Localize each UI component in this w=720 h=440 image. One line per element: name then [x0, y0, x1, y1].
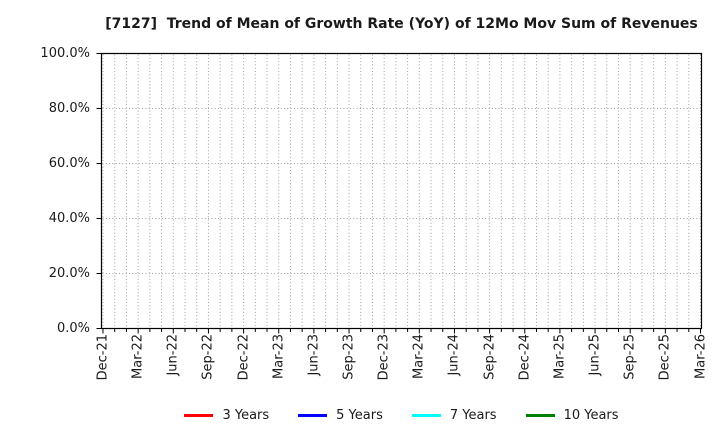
- legend-label: 10 Years: [563, 408, 619, 423]
- x-tick-label: Mar-24: [411, 334, 427, 379]
- y-tick-label: 60.0%: [48, 155, 90, 171]
- x-tick-label: Jun-25: [587, 334, 603, 376]
- legend-item: 3 Years: [184, 408, 269, 423]
- x-tick-label: Dec-25: [657, 334, 673, 381]
- x-tick-label: Mar-25: [552, 334, 568, 379]
- x-tick-label: Jun-24: [446, 334, 462, 376]
- legend-line-swatch: [411, 414, 441, 417]
- y-tick-label: 20.0%: [48, 265, 90, 281]
- legend-item: 7 Years: [411, 408, 497, 423]
- legend-line-swatch: [298, 414, 328, 417]
- x-tick-label: Sep-25: [622, 334, 638, 380]
- x-tick-label: Jun-23: [306, 334, 322, 376]
- x-tick-label: Jun-22: [165, 334, 181, 376]
- y-tick-label: 40.0%: [48, 210, 90, 226]
- chart-title: [7127] Trend of Mean of Growth Rate (YoY…: [105, 16, 698, 32]
- x-tick-label: Mar-26: [693, 334, 708, 379]
- x-tick-label: Mar-22: [130, 334, 146, 379]
- y-tick-label: 80.0%: [48, 100, 90, 116]
- x-tick-label: Sep-24: [482, 334, 498, 380]
- legend: 3 Years 5 Years 7 Years 10 Years: [101, 408, 702, 423]
- y-tick-label: 100.0%: [40, 45, 90, 61]
- x-tick-label: Sep-23: [341, 334, 357, 380]
- x-tick-label: Dec-21: [95, 334, 111, 381]
- legend-label: 3 Years: [222, 408, 270, 423]
- legend-line-swatch: [525, 414, 555, 417]
- legend-item: 5 Years: [298, 408, 383, 423]
- x-tick-label: Mar-23: [271, 334, 287, 379]
- legend-label: 7 Years: [449, 408, 497, 423]
- x-tick-label: Dec-22: [236, 334, 252, 381]
- x-tick-label: Dec-24: [517, 334, 533, 381]
- legend-item: 10 Years: [525, 408, 619, 423]
- x-tick-label: Dec-23: [376, 334, 392, 381]
- legend-line-swatch: [184, 414, 214, 417]
- plot-frame: [100, 52, 703, 330]
- x-tick-label: Sep-22: [200, 334, 216, 380]
- y-tick-label: 0.0%: [56, 320, 90, 336]
- legend-label: 5 Years: [336, 408, 383, 423]
